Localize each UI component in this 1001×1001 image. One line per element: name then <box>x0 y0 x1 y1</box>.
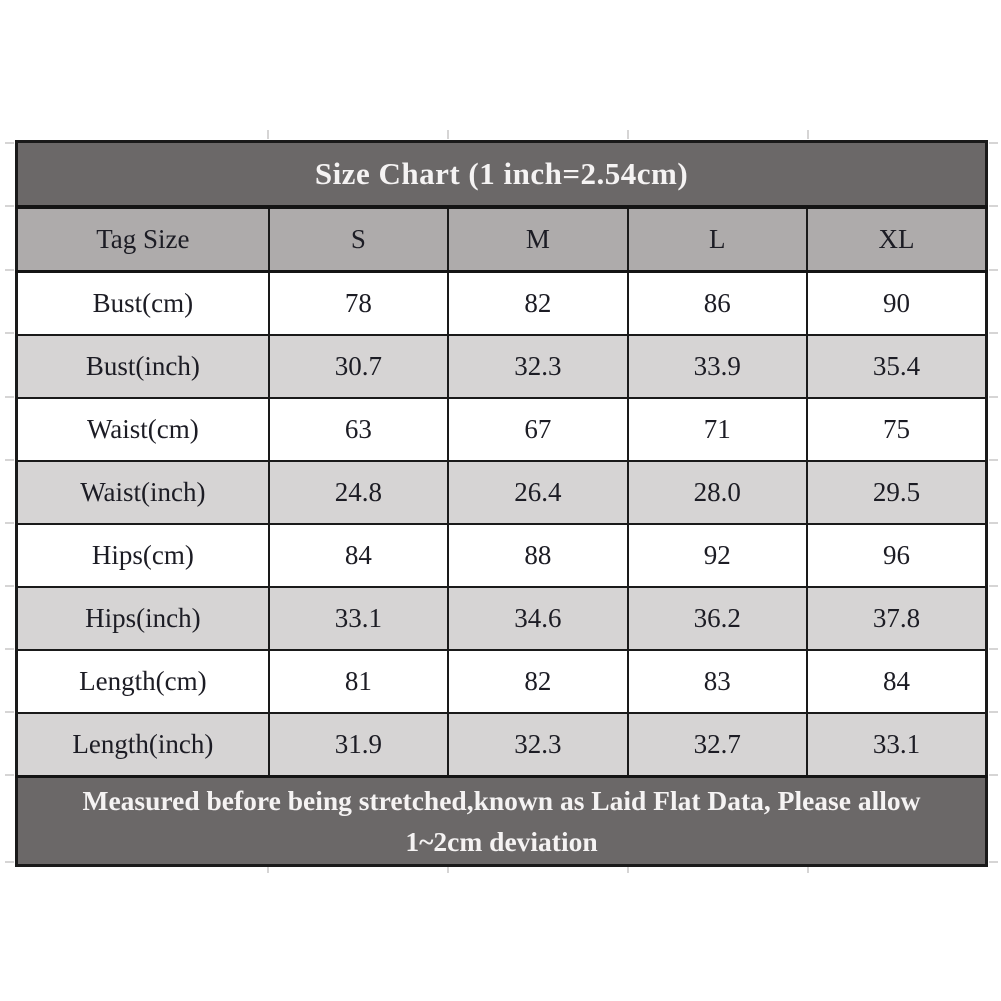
table-row-length-cm: Length(cm) 81 82 83 84 <box>15 649 988 714</box>
cell-value: 88 <box>447 523 629 588</box>
table-row-hips-cm: Hips(cm) 84 88 92 96 <box>15 523 988 588</box>
cell-value: 36.2 <box>626 586 809 651</box>
cell-value: 81 <box>267 649 450 714</box>
cell-value: 37.8 <box>806 586 988 651</box>
table-header-row: Tag Size S M L XL <box>15 206 988 273</box>
cell-value: 96 <box>806 523 988 588</box>
row-label: Hips(cm) <box>15 523 270 588</box>
cell-value: 92 <box>626 523 809 588</box>
size-chart-table: Size Chart (1 inch=2.54cm) Tag Size S M … <box>15 140 988 867</box>
table-footnote: Measured before being stretched,known as… <box>15 775 988 867</box>
cell-value: 83 <box>626 649 809 714</box>
table-footnote-row: Measured before being stretched,known as… <box>15 775 988 867</box>
column-header-l: L <box>626 206 809 273</box>
row-label: Length(cm) <box>15 649 270 714</box>
column-header-m: M <box>447 206 629 273</box>
table-row-waist-cm: Waist(cm) 63 67 71 75 <box>15 397 988 462</box>
cell-value: 75 <box>806 397 988 462</box>
cell-value: 86 <box>626 270 809 336</box>
row-label: Hips(inch) <box>15 586 270 651</box>
table-row-bust-inch: Bust(inch) 30.7 32.3 33.9 35.4 <box>15 334 988 399</box>
cell-value: 78 <box>267 270 450 336</box>
cell-value: 33.1 <box>267 586 450 651</box>
cell-value: 63 <box>267 397 450 462</box>
cell-value: 31.9 <box>267 712 450 778</box>
cell-value: 29.5 <box>806 460 988 525</box>
footnote-line-1: Measured before being stretched,known as… <box>82 785 921 816</box>
cell-value: 82 <box>447 270 629 336</box>
table-row-bust-cm: Bust(cm) 78 82 86 90 <box>15 270 988 336</box>
cell-value: 30.7 <box>267 334 450 399</box>
cell-value: 33.9 <box>626 334 809 399</box>
cell-value: 84 <box>267 523 450 588</box>
row-label: Length(inch) <box>15 712 270 778</box>
row-label: Waist(cm) <box>15 397 270 462</box>
footnote-line-2: 1~2cm deviation <box>405 826 598 857</box>
row-label: Bust(inch) <box>15 334 270 399</box>
cell-value: 90 <box>806 270 988 336</box>
table-row-length-inch: Length(inch) 31.9 32.3 32.7 33.1 <box>15 712 988 778</box>
table-row-waist-inch: Waist(inch) 24.8 26.4 28.0 29.5 <box>15 460 988 525</box>
cell-value: 34.6 <box>447 586 629 651</box>
table-title: Size Chart (1 inch=2.54cm) <box>15 140 988 209</box>
cell-value: 35.4 <box>806 334 988 399</box>
cell-value: 28.0 <box>626 460 809 525</box>
table-row-hips-inch: Hips(inch) 33.1 34.6 36.2 37.8 <box>15 586 988 651</box>
cell-value: 82 <box>447 649 629 714</box>
cell-value: 33.1 <box>806 712 988 778</box>
cell-value: 32.3 <box>447 712 629 778</box>
cell-value: 67 <box>447 397 629 462</box>
cell-value: 32.3 <box>447 334 629 399</box>
column-header-s: S <box>267 206 450 273</box>
cell-value: 24.8 <box>267 460 450 525</box>
cell-value: 32.7 <box>626 712 809 778</box>
table-title-row: Size Chart (1 inch=2.54cm) <box>15 140 988 209</box>
column-header-tag-size: Tag Size <box>15 206 270 273</box>
column-header-xl: XL <box>806 206 988 273</box>
row-label: Bust(cm) <box>15 270 270 336</box>
cell-value: 26.4 <box>447 460 629 525</box>
cell-value: 71 <box>626 397 809 462</box>
row-label: Waist(inch) <box>15 460 270 525</box>
cell-value: 84 <box>806 649 988 714</box>
